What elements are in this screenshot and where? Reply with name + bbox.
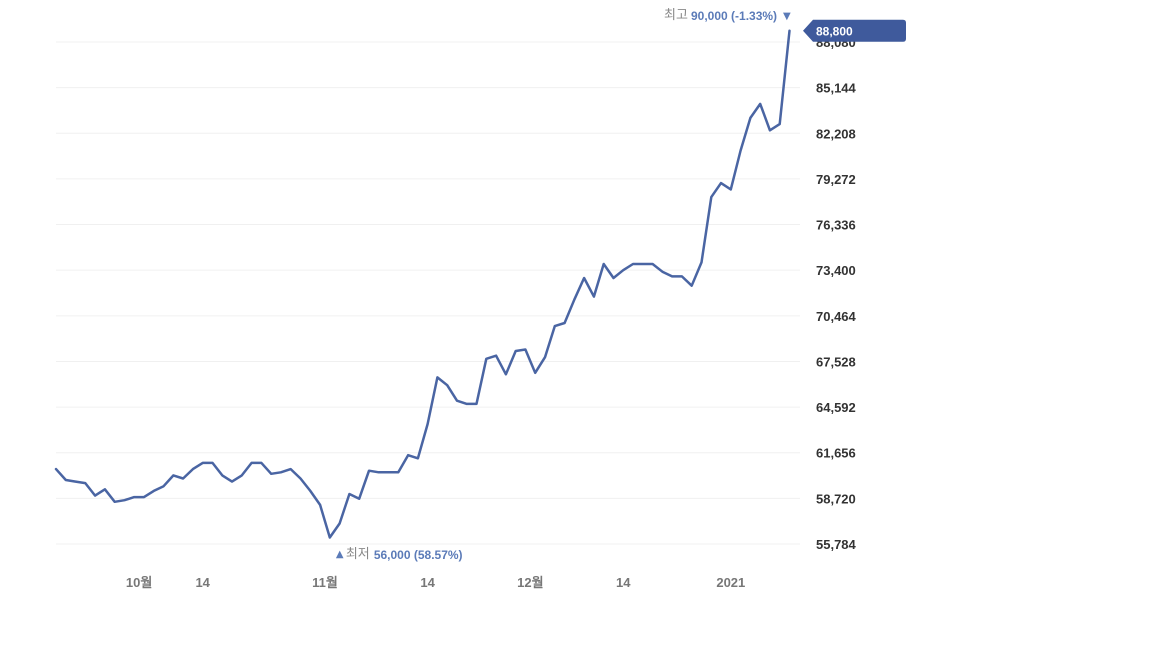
x-tick-label: 2021 [716, 575, 745, 590]
low-price-annotation: ▲ 최저 56,000 (58.57%) [336, 547, 463, 562]
current-price-badge-shape [803, 19, 906, 42]
gridlines [56, 41, 800, 545]
x-tick-label: 12월 [517, 575, 543, 590]
low-label: 최저 [346, 547, 370, 562]
x-tick-label: 10월 [126, 575, 152, 590]
low-value: 56,000 (58.57%) [374, 548, 463, 562]
high-value: 90,000 (-1.33%) [691, 9, 777, 23]
y-tick-label: 73,400 [816, 263, 856, 278]
y-tick-label: 85,144 [816, 81, 857, 96]
y-tick-label: 61,656 [816, 446, 856, 461]
price-series-line [54, 29, 791, 539]
x-tick-label: 14 [420, 575, 435, 590]
high-price-annotation: 최고 90,000 (-1.33%) ▼ [664, 8, 791, 23]
y-tick-label: 70,464 [816, 309, 857, 324]
high-label: 최고 [664, 8, 688, 23]
y-tick-label: 79,272 [816, 172, 856, 187]
x-axis: 10월 14 11월 14 12월 14 2021 [126, 575, 745, 590]
y-tick-label: 82,208 [816, 126, 856, 141]
y-tick-label: 64,592 [816, 400, 856, 415]
y-tick-label: 76,336 [816, 218, 856, 233]
y-tick-label: 58,720 [816, 491, 856, 506]
y-axis: 55,784 58,720 61,656 64,592 67,528 70,464 73,4… [816, 35, 857, 552]
high-down-arrow-icon: ▼ [783, 11, 791, 22]
x-tick-label: 11월 [312, 575, 338, 590]
y-tick-label: 55,784 [816, 537, 857, 552]
y-tick-label: 67,528 [816, 354, 856, 369]
x-tick-label: 14 [195, 575, 210, 590]
current-price-label: 88,800 [816, 24, 853, 38]
low-up-arrow-icon: ▲ [336, 549, 344, 560]
x-tick-label: 14 [616, 575, 631, 590]
current-price-badge: 88,800 [803, 19, 906, 42]
